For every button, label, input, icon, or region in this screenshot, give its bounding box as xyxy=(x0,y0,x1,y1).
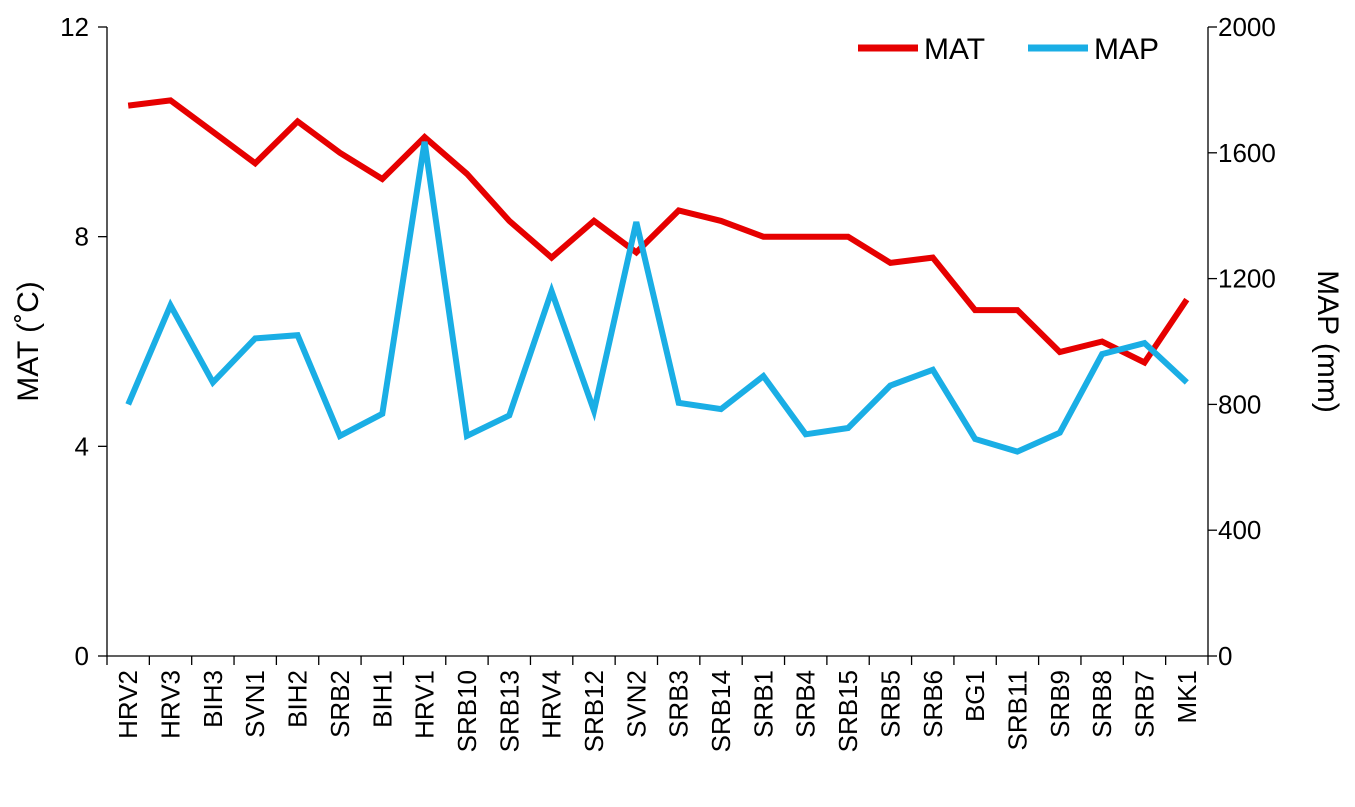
right-tick-label: 400 xyxy=(1218,515,1261,545)
x-category-label: HRV3 xyxy=(156,670,186,739)
x-category-label: SRB1 xyxy=(748,670,778,738)
right-tick-label: 0 xyxy=(1218,641,1232,671)
left-tick-label: 0 xyxy=(75,641,89,671)
legend-label-map: MAP xyxy=(1094,33,1159,66)
x-category-label: SRB9 xyxy=(1045,670,1075,738)
x-category-label: SRB8 xyxy=(1087,670,1117,738)
x-category-label: HRV2 xyxy=(113,670,143,739)
right-tick-label: 1200 xyxy=(1218,264,1276,294)
right-tick-label: 2000 xyxy=(1218,12,1276,42)
legend-label-mat: MAT xyxy=(924,33,985,66)
right-axis-title: MAP (mm) xyxy=(1311,270,1344,413)
left-tick-label: 12 xyxy=(60,12,89,42)
x-category-label: SRB13 xyxy=(494,670,524,752)
x-category-label: HRV1 xyxy=(410,670,440,739)
x-category-label: SRB12 xyxy=(579,670,609,752)
x-category-label: SRB7 xyxy=(1129,670,1159,738)
right-tick-label: 1600 xyxy=(1218,138,1276,168)
left-axis-title: MAT (˚C) xyxy=(12,281,45,402)
axes: 0 4 8 12 0 400 800 1200 1600 2000 HRV2 HRV3 BIH3 SVN1… xyxy=(12,12,1344,752)
x-category-label: BIH1 xyxy=(367,670,397,728)
x-category-label: BIH2 xyxy=(283,670,313,728)
series-line-map xyxy=(125,141,1189,455)
x-category-label: SRB6 xyxy=(918,670,948,738)
left-tick-label: 4 xyxy=(75,431,89,461)
series-lines xyxy=(125,97,1190,455)
x-category-label: HRV4 xyxy=(537,670,567,739)
x-category-label: MK1 xyxy=(1172,670,1202,723)
x-category-label: SRB2 xyxy=(325,670,355,738)
series-line-mat xyxy=(127,97,1190,367)
x-category-label: SRB15 xyxy=(833,670,863,752)
x-category-label: SRB5 xyxy=(875,670,905,738)
legend: MAT MAP xyxy=(858,33,1159,66)
x-category-label: SVN1 xyxy=(240,670,270,738)
right-tick-label: 800 xyxy=(1218,389,1261,419)
x-category-label: SRB14 xyxy=(706,670,736,752)
left-tick-label: 8 xyxy=(75,222,89,252)
x-category-label: SRB11 xyxy=(1002,670,1032,750)
x-category-label: BIH3 xyxy=(198,670,228,728)
x-category-label: SVN2 xyxy=(621,670,651,738)
x-category-label: SRB10 xyxy=(452,670,482,752)
x-category-label: SRB4 xyxy=(791,670,821,738)
x-category-label: SRB3 xyxy=(664,670,694,738)
x-category-label: BG1 xyxy=(960,670,990,722)
